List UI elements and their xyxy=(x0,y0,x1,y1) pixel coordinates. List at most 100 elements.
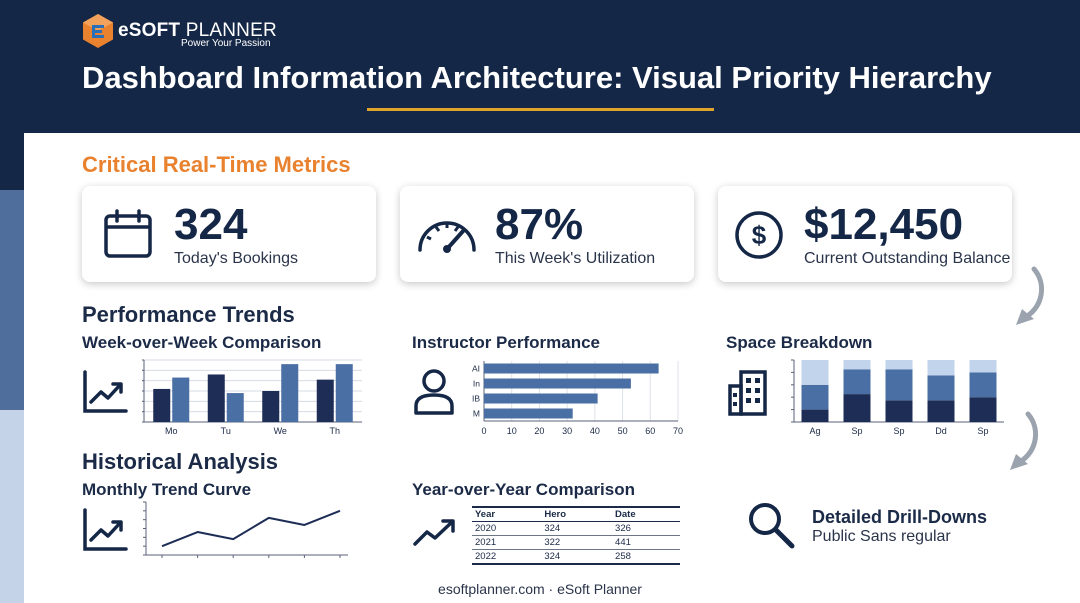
bar xyxy=(484,393,598,404)
table-header-row: Year Hero Date xyxy=(472,506,680,522)
bar-segment xyxy=(801,360,829,385)
critical-metrics-heading: Critical Real-Time Metrics xyxy=(82,152,351,177)
x-tick-label: Sp xyxy=(851,426,862,436)
column-header: Date xyxy=(612,506,680,522)
speedometer-icon xyxy=(418,221,476,253)
logo-brand: eSOFT PLANNER xyxy=(118,20,277,41)
column-header: Year xyxy=(472,506,542,522)
bar-segment xyxy=(885,400,913,422)
bar xyxy=(262,391,280,422)
metric-card-bookings: 324 Today's Bookings xyxy=(82,186,376,282)
x-tick-label: 10 xyxy=(507,426,517,436)
monthly-trend-title: Monthly Trend Curve xyxy=(82,480,252,499)
x-tick-label: We xyxy=(274,426,287,436)
bar-segment xyxy=(843,394,871,422)
bar xyxy=(153,388,171,422)
space-breakdown-title: Space Breakdown xyxy=(726,333,873,352)
svg-text:$: $ xyxy=(752,220,767,250)
week-comparison-chart: Mo Tu We Th xyxy=(142,359,362,436)
instructor-performance-chart: 0 10 20 30 40 50 60 70 AI In IB M xyxy=(472,361,683,436)
page-title: Dashboard Information Architecture: Visu… xyxy=(82,60,992,95)
trend-chart-icon xyxy=(83,508,128,551)
x-tick-label: 60 xyxy=(645,426,655,436)
logo-tagline: Power Your Passion xyxy=(181,38,271,49)
calendar-icon xyxy=(104,209,152,258)
x-tick-label: Sp xyxy=(977,426,988,436)
table-cell: 324 xyxy=(541,521,613,536)
bar-segment xyxy=(885,360,913,370)
x-tick-label: 40 xyxy=(590,426,600,436)
table-row: 2021 322 441 xyxy=(472,535,680,550)
x-tick-label: 20 xyxy=(534,426,544,436)
historical-analysis-heading: Historical Analysis xyxy=(82,449,279,474)
bar xyxy=(484,408,573,419)
accent-strip-top xyxy=(0,0,24,190)
table-cell: 258 xyxy=(612,549,680,565)
y-tick-label: IB xyxy=(472,394,480,404)
x-tick-label: Ag xyxy=(809,426,820,436)
building-icon xyxy=(728,370,767,416)
bookings-label: Today's Bookings xyxy=(174,250,299,267)
table-cell: 2020 xyxy=(472,521,542,536)
balance-label: Current Outstanding Balance xyxy=(804,250,1011,267)
footer-text: esoftplanner.com · eSoft Planner xyxy=(438,581,642,597)
trend-chart-icon xyxy=(83,370,128,413)
x-tick-label: Tu xyxy=(221,426,231,436)
bar-segment xyxy=(927,375,955,401)
x-tick-label: Th xyxy=(329,426,340,436)
bar xyxy=(172,377,190,422)
growth-arrow-icon xyxy=(413,519,455,546)
x-tick-label: 70 xyxy=(673,426,683,436)
week-comparison-title: Week-over-Week Comparison xyxy=(82,333,322,352)
yoy-comparison-title: Year-over-Year Comparison xyxy=(412,480,635,499)
x-tick-label: Sp xyxy=(893,426,904,436)
table-cell: 322 xyxy=(541,535,613,550)
bar-segment xyxy=(927,400,955,422)
magnifier-icon xyxy=(749,503,795,549)
table-cell: 2022 xyxy=(472,549,542,565)
bar xyxy=(207,374,225,422)
space-breakdown-chart: Ag Sp Sp Dd Sp xyxy=(791,359,1004,436)
series-line xyxy=(161,509,341,548)
yoy-comparison-table: Year Hero Date 2020 324 326 2021 322 441 2022 324… xyxy=(472,506,680,565)
drill-downs-subtitle: Public Sans regular xyxy=(812,528,951,545)
utilization-value: 87% xyxy=(495,200,584,249)
table-cell: 441 xyxy=(612,535,680,550)
x-tick-label: Mo xyxy=(165,426,178,436)
bar-segment xyxy=(969,372,997,398)
x-tick-label: 50 xyxy=(618,426,628,436)
table-row: 2020 324 326 xyxy=(472,521,680,536)
x-tick-label: Dd xyxy=(935,426,947,436)
table-cell: 324 xyxy=(541,549,613,565)
bar xyxy=(316,379,334,422)
y-tick-label: M xyxy=(473,409,480,419)
bar-segment xyxy=(969,360,997,373)
esoft-logo-icon xyxy=(83,14,113,48)
bar xyxy=(484,378,631,389)
bar-segment xyxy=(969,397,997,422)
performance-trends-heading: Performance Trends xyxy=(82,302,295,327)
curved-arrow-icon xyxy=(1016,266,1044,325)
drill-downs-title: Detailed Drill-Downs xyxy=(812,507,988,527)
accent-strip-middle xyxy=(0,190,24,410)
table-cell: 326 xyxy=(612,521,680,536)
y-tick-label: AI xyxy=(472,364,480,374)
column-header: Hero xyxy=(541,506,613,522)
metric-card-utilization: 87% This Week's Utilization xyxy=(400,186,694,282)
title-underline xyxy=(367,108,714,111)
bar-segment xyxy=(885,369,913,401)
bar-segment xyxy=(843,360,871,370)
bar-segment xyxy=(801,409,829,422)
bar xyxy=(335,364,353,422)
bar-segment xyxy=(801,384,829,410)
y-tick-label: In xyxy=(473,379,480,389)
accent-strip-bottom xyxy=(0,410,24,603)
bar-segment xyxy=(927,360,955,376)
balance-value: $12,450 xyxy=(804,200,964,249)
x-tick-label: 0 xyxy=(481,426,486,436)
bookings-value: 324 xyxy=(174,200,248,249)
person-icon xyxy=(414,369,454,415)
utilization-label: This Week's Utilization xyxy=(495,250,656,267)
dollar-coin-icon: $ xyxy=(735,211,783,259)
bar xyxy=(226,393,244,422)
